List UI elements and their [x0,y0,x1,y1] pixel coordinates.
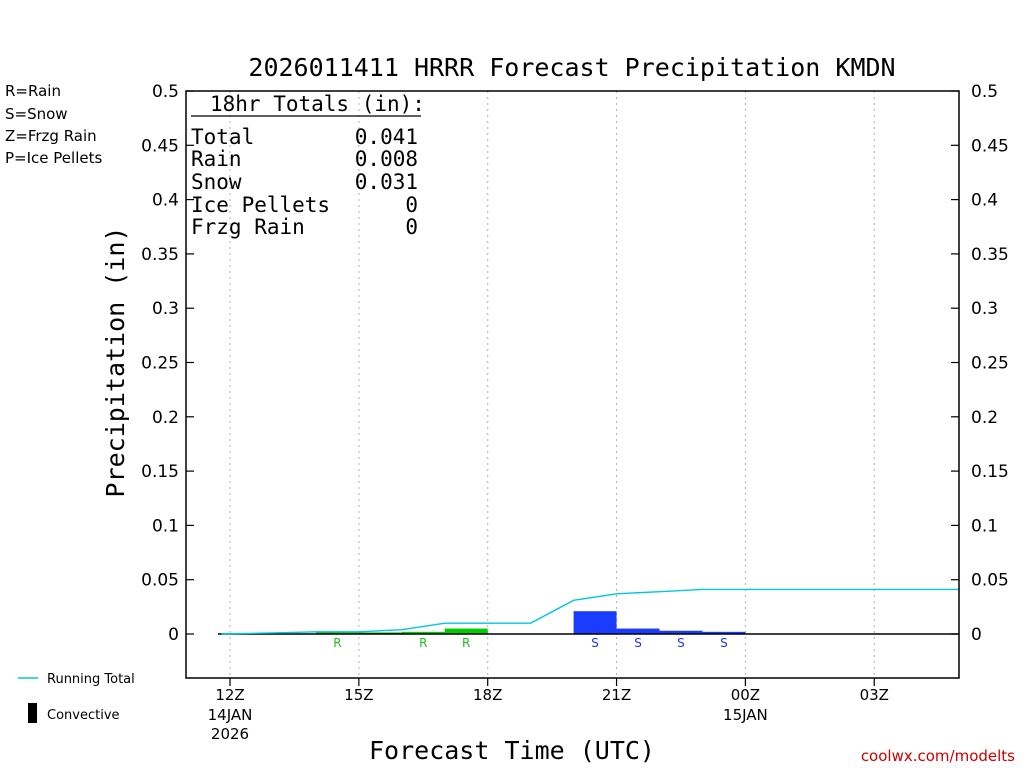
precip-bar [616,628,660,634]
x-tick-label: 12Z [215,686,244,704]
y-tick-label-right: 0.5 [971,82,998,102]
x-tick-date: 14JAN [208,706,253,724]
legend-rain: R=Rain [5,82,61,100]
ptype-label: S [634,636,642,650]
y-tick-label-right: 0.25 [971,354,1009,374]
chart-title: 2026011411 HRRR Forecast Precipitation K… [248,53,895,82]
y-tick-label-right: 0.45 [971,136,1009,156]
convective-legend-label: Convective [47,708,120,723]
ptype-label: S [591,636,599,650]
totals-box: 18hr Totals (in): Total 0.041 Rain 0.008… [191,92,425,239]
y-tick-label-right: 0.2 [971,408,998,428]
running-total-line [221,588,959,635]
ptype-label: R [419,636,427,650]
y-tick-label-right: 0.35 [971,245,1009,265]
grid-lines [229,91,875,678]
y-tick-label-left: 0.25 [141,354,179,374]
precip-bar [444,628,488,634]
series-legend: Running Total Convective [18,672,135,723]
ptype-label: R [462,636,470,650]
totals-value-total: 0.041 [355,125,418,149]
y-tick-label-left: 0.45 [141,136,179,156]
totals-label-total: Total [191,125,254,149]
x-tick-label: 21Z [602,686,631,704]
y-tick-label-right: 0.15 [971,462,1009,482]
legend-snow: S=Snow [5,105,68,123]
precip-bar [573,611,617,634]
x-tick-label: 18Z [473,686,502,704]
y-tick-label-left: 0.5 [152,82,179,102]
totals-value-snow: 0.031 [355,170,418,194]
totals-label-snow: Snow [191,170,242,194]
legend-ice-pellets: P=Ice Pellets [5,149,102,167]
credit-text: coolwx.com/modelts [861,747,1015,765]
x-axis-label: Forecast Time (UTC) [369,736,655,765]
y-tick-label-right: 0.05 [971,571,1009,591]
ptype-label: S [720,636,728,650]
ptype-label: S [677,636,685,650]
legend-frzg-rain: Z=Frzg Rain [5,127,97,145]
totals-label-rain: Rain [191,147,242,171]
y-tick-label-right: 0.1 [971,516,998,536]
totals-label-ice-pellets: Ice Pellets [191,193,330,217]
y-tick-label-right: 0.3 [971,299,998,319]
x-tick-year: 2026 [211,725,249,743]
totals-heading: 18hr Totals (in): [210,92,425,116]
y-tick-label-left: 0.1 [152,516,179,536]
y-axis-label: Precipitation (in) [101,227,130,498]
y-tick-label-right: 0 [971,625,982,645]
running-total-legend-label: Running Total [47,672,135,687]
x-tick-label: 03Z [860,686,889,704]
ptype-label: R [333,636,341,650]
ptype-legend: R=Rain S=Snow Z=Frzg Rain P=Ice Pellets [5,82,102,167]
convective-legend-swatch [28,703,37,723]
y-tick-label-left: 0.35 [141,245,179,265]
y-tick-label-left: 0.3 [152,299,179,319]
y-tick-label-left: 0.2 [152,408,179,428]
y-tick-label-right: 0.4 [971,191,998,211]
totals-value-frzg-rain: 0 [405,215,418,239]
totals-value-ice-pellets: 0 [405,193,418,217]
x-tick-label: 15Z [344,686,373,704]
y-ticks: 0 00.05 0.050.1 0.10.15 0.150.2 0.20.25 0.250.… [141,82,1009,645]
y-tick-label-left: 0 [168,625,179,645]
plot-frame [185,90,960,679]
precip-bar [401,631,445,634]
precip-bar [702,631,746,634]
y-tick-label-left: 0.05 [141,571,179,591]
x-tick-date: 15JAN [723,706,768,724]
y-tick-label-left: 0.15 [141,462,179,482]
precip-bar [659,630,703,634]
y-tick-label-left: 0.4 [152,191,179,211]
totals-value-rain: 0.008 [355,147,418,171]
running-total-group [221,588,959,635]
totals-label-frzg-rain: Frzg Rain [191,215,305,239]
x-tick-label: 00Z [731,686,760,704]
